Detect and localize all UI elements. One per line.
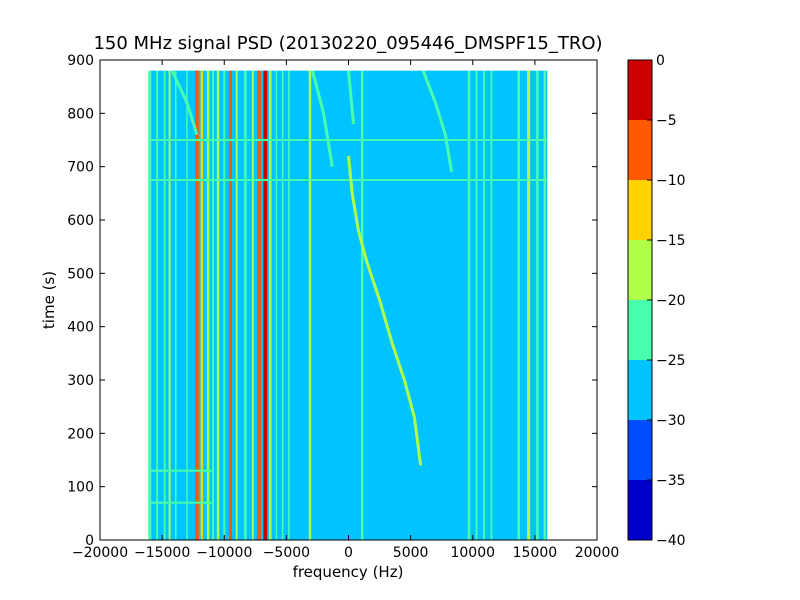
heatmap-horizontal-line [149,179,548,181]
colorbar-tick-label: −35 [656,473,686,489]
colorbar-tick-label: −40 [656,533,686,549]
colorbar-segment [628,120,652,180]
heatmap-vertical-band [517,70,520,541]
colorbar-segment [628,300,652,360]
x-tick-label: 0 [344,545,353,561]
y-tick-label: 100 [67,480,94,496]
x-tick-label: −5000 [263,545,310,561]
plot-area [99,59,598,541]
heatmap-vertical-band [195,70,199,541]
y-axis-label: time (s) [40,271,58,329]
heatmap-background [149,70,548,541]
heatmap-vertical-band [168,70,171,541]
colorbar-segment [628,420,652,480]
colorbar: −40 −35 −30 −25 −20 −15 −10 −5 0 [627,53,686,549]
y-axis: 0 100 200 300 400 500 600 700 800 900 [67,53,597,549]
heatmap-vertical-band [156,70,159,541]
heatmap-vertical-band [527,70,531,541]
heatmap-vertical-band [163,70,166,541]
signal-trace [347,70,355,125]
x-tick-label: 5000 [393,545,429,561]
heatmap-vertical-band [251,70,254,541]
colorbar-tick-label: −10 [656,173,686,189]
heatmap-vertical-band [475,70,478,541]
heatmap-vertical-band [288,70,290,541]
heatmap-horizontal-line [149,469,212,472]
x-tick-label: −15000 [134,545,190,561]
heatmap-vertical-band [281,70,284,541]
heatmap-layer [148,70,548,541]
x-tick-label: 15000 [513,545,558,561]
heatmap-vertical-band [228,70,233,541]
y-tick-label: 0 [85,533,94,549]
heatmap-vertical-band [268,70,272,541]
heatmap-vertical-band [360,70,364,541]
colorbar-tick-label: −30 [656,413,686,429]
heatmap-vertical-band [308,70,312,541]
x-tick-label: −10000 [196,545,252,561]
signal-trace [170,70,199,136]
x-tick-label: 10000 [450,545,495,561]
colorbar-tick-label: −20 [656,293,686,309]
signal-trace [421,70,454,173]
signal-trace [311,70,334,167]
y-tick-label: 200 [67,426,94,442]
heatmap-vertical-band [235,70,238,541]
colorbar-segment [628,360,652,420]
heatmap-vertical-band [148,70,152,541]
heatmap-vertical-band [200,70,204,541]
y-tick-label: 900 [67,53,94,69]
heatmap-vertical-band [263,70,268,541]
x-tick-label: 20000 [575,545,620,561]
colorbar-tick-label: 0 [656,53,665,69]
heatmap-vertical-band [244,70,247,541]
colorbar-tick-label: −15 [656,233,686,249]
heatmap-vertical-band [543,70,547,541]
heatmap-vertical-band [536,70,539,541]
heatmap-vertical-band [212,70,214,541]
colorbar-tick-label: −5 [656,113,677,129]
colorbar-segment [628,180,652,240]
x-axis: −20000 −15000 −10000 −5000 0 5000 10000 15000 20… [72,60,619,561]
heatmap-vertical-band [186,70,188,541]
heatmap-horizontal-line [149,139,548,141]
heatmap-vertical-band [490,70,493,541]
x-axis-label: frequency (Hz) [293,563,404,581]
heatmap-vertical-band [175,70,177,541]
y-tick-label: 300 [67,373,94,389]
signal-trace [347,155,423,466]
y-tick-label: 500 [67,266,94,282]
heatmap-vertical-band [483,70,485,541]
heatmap-vertical-band [467,70,471,541]
x-tick-label: −20000 [72,545,128,561]
y-tick-label: 700 [67,160,94,176]
colorbar-segment [628,60,652,120]
heatmap-vertical-band [275,70,278,541]
heatmap-horizontal-line [149,501,212,504]
y-tick-label: 600 [67,213,94,229]
heatmap-vertical-band [206,70,210,541]
colorbar-tick-label: −25 [656,353,686,369]
heatmap-vertical-band [223,70,226,541]
colorbar-segment [628,480,652,540]
heatmap-vertical-band [216,70,220,541]
y-tick-label: 400 [67,320,94,336]
y-tick-label: 800 [67,106,94,122]
heatmap-vertical-band [257,70,261,541]
colorbar-segment [628,240,652,300]
chart-title: 150 MHz signal PSD (20130220_095446_DMSP… [93,33,602,54]
